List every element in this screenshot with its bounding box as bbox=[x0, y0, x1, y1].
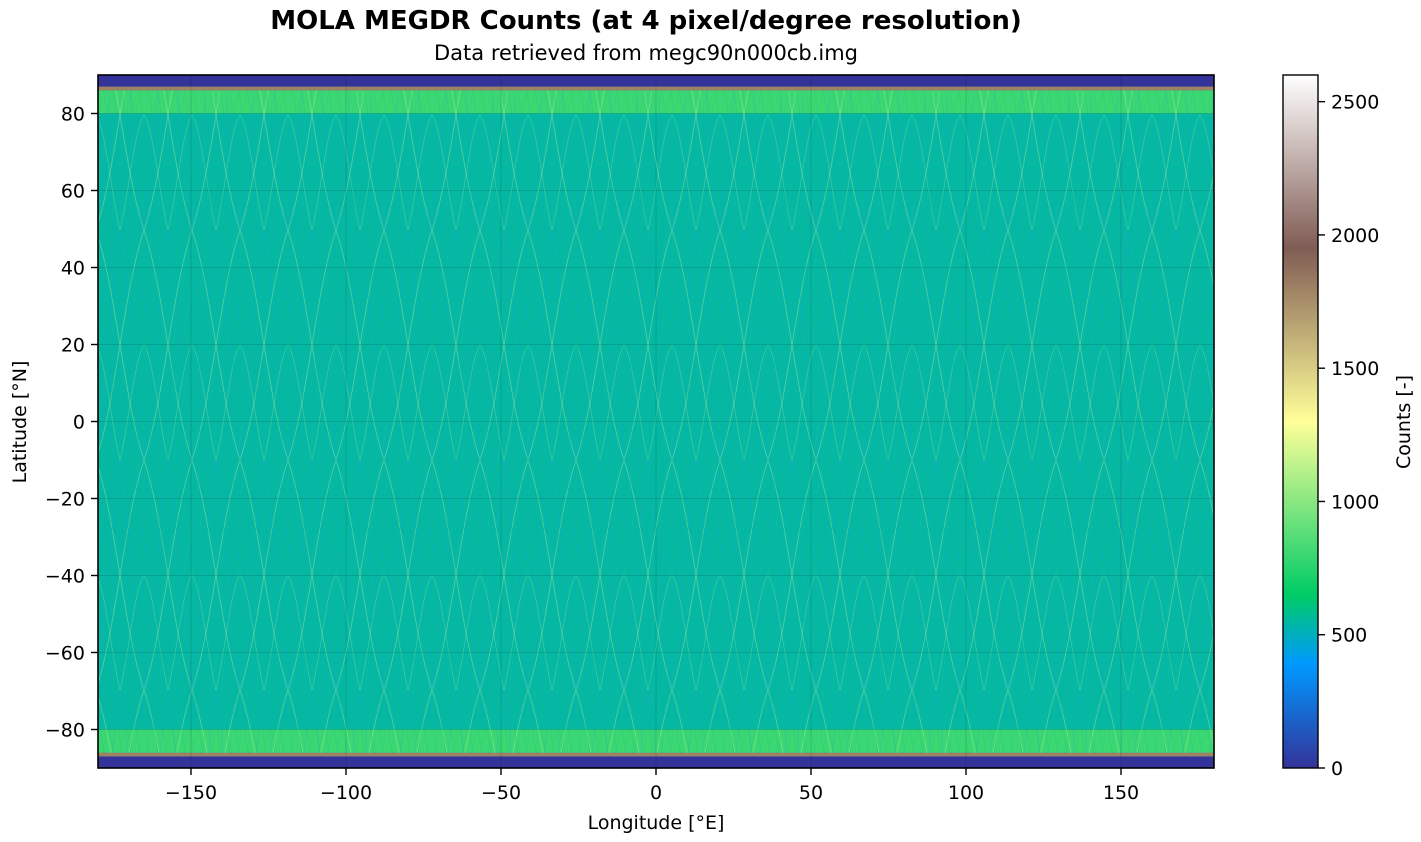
y-tick-label: 40 bbox=[61, 258, 85, 280]
colorbar-tick-label: 1500 bbox=[1331, 358, 1379, 380]
y-tick-label: 80 bbox=[61, 104, 85, 126]
grid-lines bbox=[98, 75, 1214, 768]
colorbar-tick-label: 1000 bbox=[1331, 491, 1379, 513]
y-tick-label: 20 bbox=[61, 335, 85, 357]
x-tick-label: −50 bbox=[481, 782, 521, 804]
y-tick-label: −60 bbox=[45, 643, 85, 665]
x-tick-label: 0 bbox=[650, 782, 662, 804]
colorbar-tick-label: 0 bbox=[1331, 758, 1343, 780]
latitude-band bbox=[98, 756, 1214, 768]
plot-area bbox=[97, 74, 1215, 769]
y-tick-label: −20 bbox=[45, 489, 85, 511]
colorbar-tick-label: 2500 bbox=[1331, 92, 1379, 114]
colorbar-label: Counts [-] bbox=[1393, 375, 1415, 469]
x-axis: −150 −100 −50 0 50 100 150 bbox=[165, 768, 1139, 804]
colorbar: 0 500 1000 1500 2000 2500 Counts [-] bbox=[1282, 74, 1415, 780]
colorbar-ticks: 0 500 1000 1500 2000 2500 bbox=[1318, 92, 1379, 780]
y-tick-label: −80 bbox=[45, 720, 85, 742]
x-tick-label: −100 bbox=[320, 782, 372, 804]
chart-subtitle: Data retrieved from megc90n000cb.img bbox=[434, 41, 858, 65]
colorbar-gradient bbox=[1282, 74, 1319, 769]
x-tick-label: 150 bbox=[1103, 782, 1139, 804]
colorbar-tick-label: 2000 bbox=[1331, 225, 1379, 247]
latitude-band bbox=[98, 752, 1214, 757]
x-axis-label: Longitude [°E] bbox=[588, 812, 725, 834]
chart-title: MOLA MEGDR Counts (at 4 pixel/degree res… bbox=[270, 6, 1021, 36]
x-tick-label: 100 bbox=[948, 782, 984, 804]
x-tick-label: −150 bbox=[165, 782, 217, 804]
colorbar-tick-label: 500 bbox=[1331, 625, 1367, 647]
latitude-band bbox=[98, 75, 1214, 87]
y-axis: −80 −60 −40 −20 0 20 40 60 80 bbox=[45, 104, 98, 742]
orbit-fine-overlay bbox=[98, 91, 1214, 753]
y-tick-label: 60 bbox=[61, 181, 85, 203]
latitude-band bbox=[98, 86, 1214, 91]
y-tick-label: −40 bbox=[45, 566, 85, 588]
y-tick-label: 0 bbox=[73, 412, 85, 434]
y-axis-label: Latitude [°N] bbox=[9, 361, 31, 484]
x-tick-label: 50 bbox=[799, 782, 823, 804]
